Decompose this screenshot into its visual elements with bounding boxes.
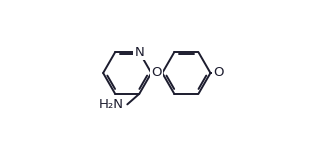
Text: O: O (214, 66, 224, 80)
Text: O: O (152, 66, 162, 80)
Text: N: N (134, 46, 144, 59)
Text: H₂N: H₂N (99, 98, 124, 111)
